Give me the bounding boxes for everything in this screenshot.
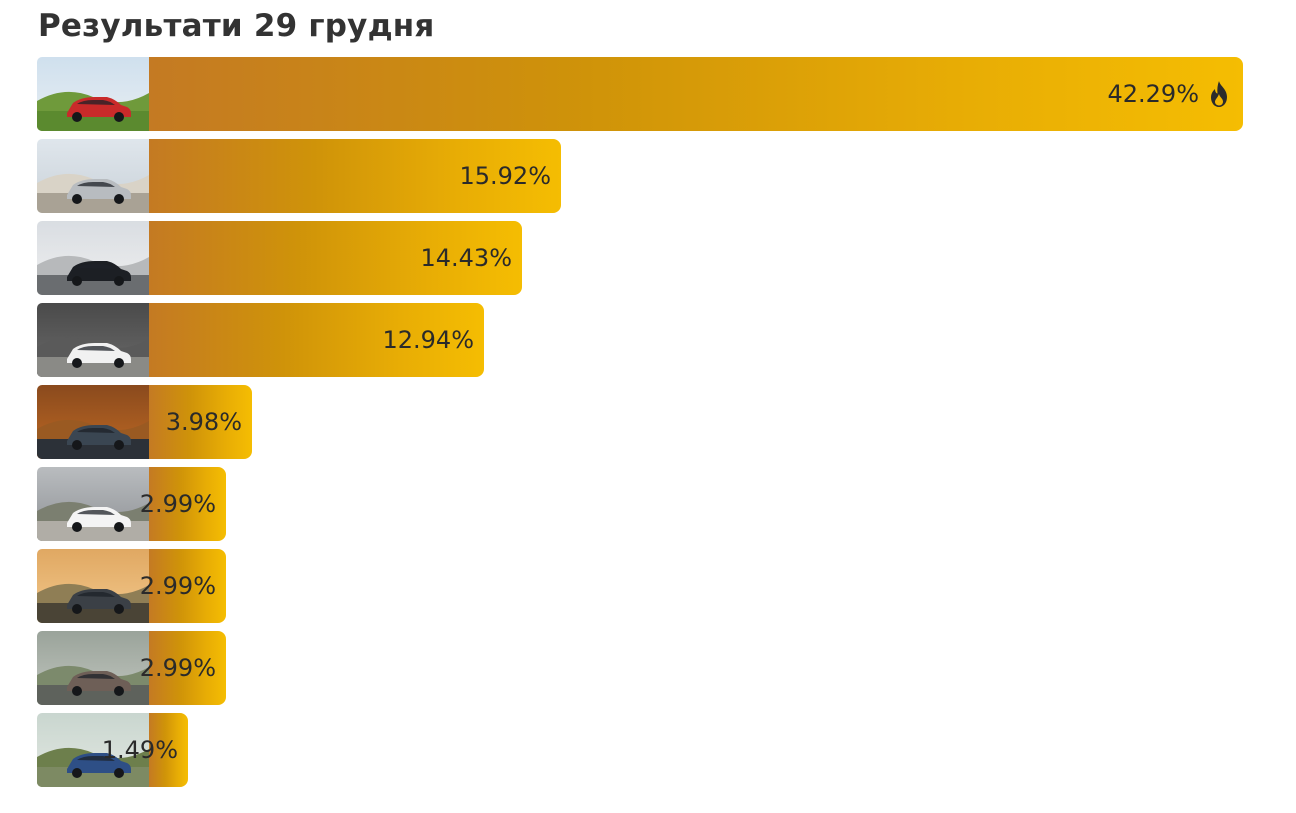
bar: 2.99%: [140, 631, 226, 705]
bar: 3.98%: [149, 385, 252, 459]
bar-row: 2.99%: [37, 549, 226, 623]
fire-icon: [1207, 80, 1231, 108]
data-label: 2.99%: [140, 631, 216, 705]
bar-row: 1.49%: [37, 713, 188, 787]
bar: 2.99%: [140, 467, 226, 541]
bar: 1.49%: [102, 713, 188, 787]
bar: 15.92%: [149, 139, 561, 213]
page-title: Результати 29 грудня: [38, 8, 435, 44]
gray-minivan-street-photo: [37, 631, 149, 705]
bar-row: 2.99%: [37, 631, 226, 705]
dark-sedan-parking-lot-photo: [37, 221, 149, 295]
data-label: 12.94%: [382, 303, 474, 377]
data-label: 2.99%: [140, 549, 216, 623]
car-autumn-forest-road-photo: [37, 385, 149, 459]
white-suv-parked-photo: [37, 467, 149, 541]
silver-suv-stone-lions-photo: [37, 139, 149, 213]
bar: 2.99%: [140, 549, 226, 623]
data-label: 2.99%: [140, 467, 216, 541]
data-label: 3.98%: [166, 385, 242, 459]
data-label-text: 42.29%: [1107, 80, 1199, 108]
data-label-text: 14.43%: [420, 244, 512, 272]
bar-row: 3.98%: [37, 385, 252, 459]
bar: 42.29%: [149, 57, 1243, 131]
data-label-text: 15.92%: [459, 162, 551, 190]
data-label-text: 1.49%: [101, 736, 178, 764]
data-label-text: 3.98%: [165, 408, 242, 436]
bar-row: 14.43%: [37, 221, 522, 295]
bar-row: 15.92%: [37, 139, 561, 213]
bar: 12.94%: [149, 303, 484, 377]
data-label: 15.92%: [459, 139, 551, 213]
data-label-text: 12.94%: [382, 326, 474, 354]
bar-row: 42.29%: [37, 57, 1243, 131]
blue-hatchback-park-photo: [37, 713, 149, 787]
data-label-text: 2.99%: [139, 654, 216, 682]
data-label-text: 2.99%: [139, 490, 216, 518]
data-label: 14.43%: [420, 221, 512, 295]
bar-row: 12.94%: [37, 303, 484, 377]
bar-row: 2.99%: [37, 467, 226, 541]
red-car-green-field-photo: [37, 57, 149, 131]
data-label-text: 2.99%: [139, 572, 216, 600]
data-label: 42.29%: [1107, 57, 1231, 131]
dark-suv-sunset-photo: [37, 549, 149, 623]
data-label: 1.49%: [102, 713, 178, 787]
bar: 14.43%: [149, 221, 522, 295]
white-wagon-parking-photo: [37, 303, 149, 377]
